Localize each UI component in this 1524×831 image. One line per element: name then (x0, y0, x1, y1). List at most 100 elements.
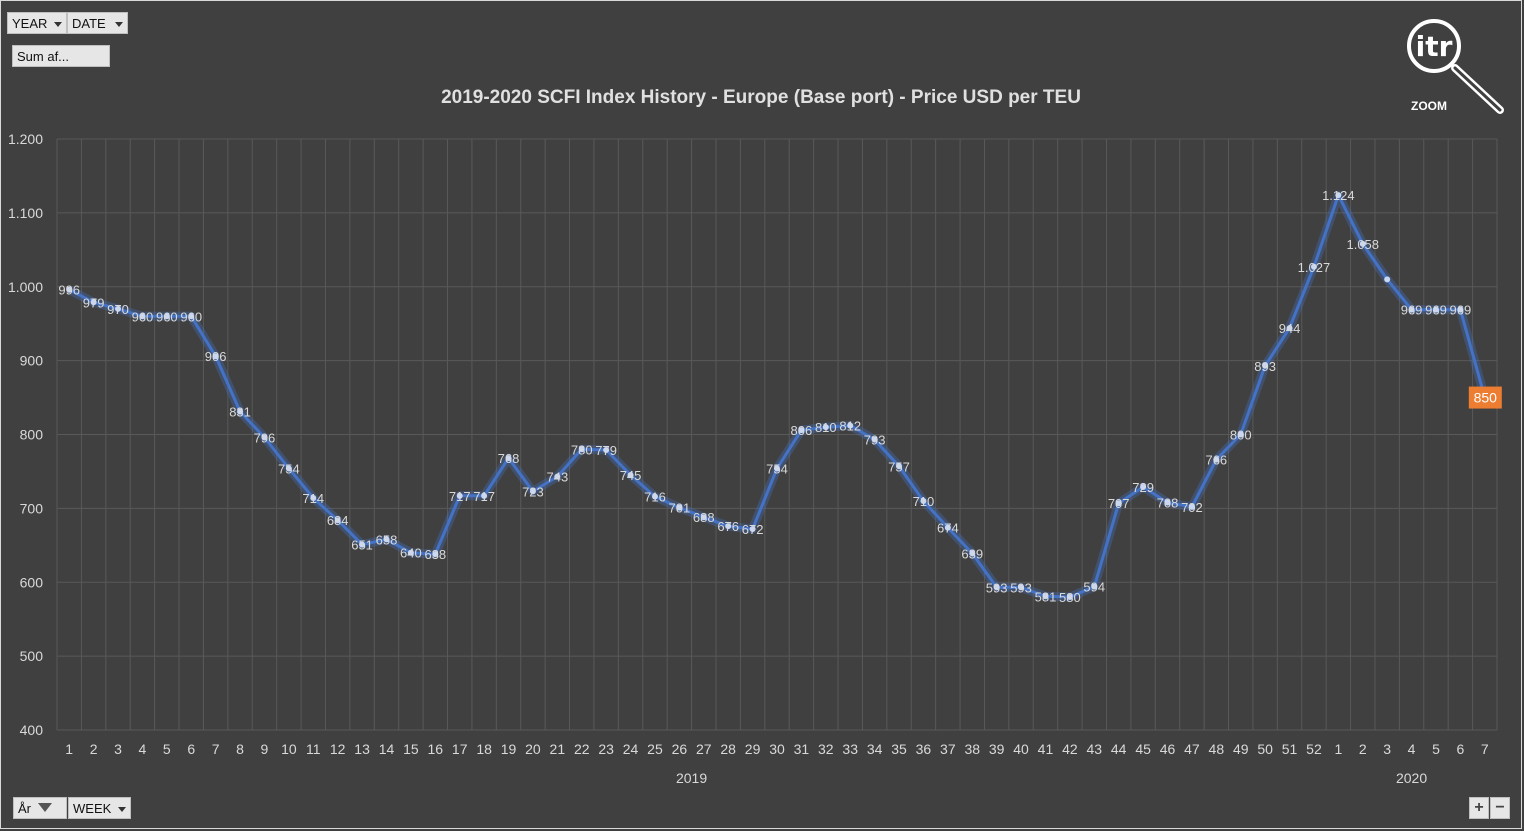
data-label: 969 (1401, 303, 1423, 318)
x-tick-label: 48 (1209, 741, 1225, 757)
sum-values-button[interactable]: Sum af... (12, 45, 110, 67)
data-point (944, 524, 951, 531)
year-field-label: YEAR (12, 16, 48, 31)
x-tick-label: 26 (672, 741, 688, 757)
y-tick-label: 900 (20, 353, 44, 369)
data-label: 766 (1205, 453, 1227, 468)
week-field-button[interactable]: WEEK (68, 797, 131, 819)
x-tick-label: 40 (1013, 741, 1029, 757)
data-point (1164, 499, 1171, 506)
chart-title: 2019-2020 SCFI Index History - Europe (B… (441, 87, 1081, 108)
data-point (1286, 325, 1293, 332)
data-label: 714 (302, 491, 324, 506)
data-point (603, 447, 610, 454)
x-tick-label: 19 (501, 741, 517, 757)
ar-field-button[interactable]: År (13, 797, 67, 819)
x-tick-label: 2 (1359, 741, 1367, 757)
data-label: 708 (1157, 495, 1179, 510)
magnifier-icon (1407, 19, 1461, 73)
x-tick-label: 32 (818, 741, 834, 757)
data-point (285, 465, 292, 472)
data-point (1359, 240, 1366, 247)
data-label: 793 (864, 433, 886, 448)
x-tick-label: 43 (1086, 741, 1102, 757)
data-label: 970 (107, 302, 129, 317)
data-label: 702 (1181, 500, 1203, 515)
expand-button[interactable]: + (1469, 797, 1489, 819)
data-point (1408, 306, 1415, 313)
y-tick-label: 700 (20, 500, 44, 516)
data-point (505, 455, 512, 462)
data-point (188, 313, 195, 320)
data-label: 684 (327, 513, 349, 528)
x-tick-label: 1 (65, 741, 73, 757)
x-tick-label: 23 (598, 741, 614, 757)
data-label: 960 (132, 309, 154, 324)
x-tick-label: 20 (525, 741, 541, 757)
logo-text: itr (1416, 30, 1453, 63)
data-label: 780 (571, 442, 593, 457)
data-label: 1.124 (1322, 188, 1355, 203)
year-field-button[interactable]: YEAR (7, 12, 67, 34)
x-tick-label: 37 (940, 741, 956, 757)
x-tick-label: 33 (842, 741, 858, 757)
data-label: 969 (1450, 303, 1472, 318)
data-point (1115, 500, 1122, 507)
data-label: 800 (1230, 428, 1252, 443)
data-label: 710 (913, 494, 935, 509)
data-label: 796 (254, 430, 276, 445)
x-tick-label: 24 (623, 741, 639, 757)
logo-caption: ZOOM (1411, 99, 1447, 113)
x-tick-label: 4 (139, 741, 147, 757)
data-point (115, 305, 122, 312)
x-tick-label: 7 (1481, 741, 1489, 757)
data-point (1310, 263, 1317, 270)
data-point (871, 436, 878, 443)
data-label: 996 (58, 283, 80, 298)
data-point (578, 446, 585, 453)
collapse-button[interactable]: − (1490, 797, 1510, 819)
data-point (920, 497, 927, 504)
data-label: 674 (937, 521, 959, 536)
x-tick-label: 35 (891, 741, 907, 757)
data-label: 717 (473, 489, 495, 504)
data-label: 581 (1035, 589, 1057, 604)
data-label: 743 (546, 470, 568, 485)
data-label: 831 (229, 405, 251, 420)
data-label: 944 (1279, 321, 1301, 336)
data-label: 593 (1010, 580, 1032, 595)
data-label: 672 (742, 522, 764, 537)
data-label: 979 (83, 295, 105, 310)
data-label: 1.058 (1346, 237, 1379, 252)
x-tick-label: 10 (281, 741, 297, 757)
x-tick-label: 38 (964, 741, 980, 757)
series-path (68, 193, 1487, 599)
x-tick-label: 17 (452, 741, 468, 757)
x-tick-label: 47 (1184, 741, 1200, 757)
data-point (1335, 192, 1342, 199)
data-label: 593 (986, 580, 1008, 595)
data-label: 638 (424, 547, 446, 562)
data-point (725, 523, 732, 530)
data-label: 893 (1254, 359, 1276, 374)
x-tick-label: 36 (916, 741, 932, 757)
x-tick-label: 13 (354, 741, 370, 757)
data-point (749, 526, 756, 533)
data-point (627, 472, 634, 479)
data-point (822, 424, 829, 431)
y-tick-label: 600 (20, 574, 44, 590)
data-point (481, 492, 488, 499)
data-point (896, 463, 903, 470)
x-tick-label: 9 (261, 741, 269, 757)
itr-logo[interactable]: itr ZOOM (1407, 19, 1504, 114)
data-label: 707 (1108, 496, 1130, 511)
highlight-label-box (1468, 386, 1502, 409)
data-label: 906 (205, 349, 227, 364)
x-tick-label: 52 (1306, 741, 1322, 757)
x-tick-label: 42 (1062, 741, 1078, 757)
data-point (383, 536, 390, 543)
data-point (1213, 456, 1220, 463)
x-tick-label: 25 (647, 741, 663, 757)
date-field-button[interactable]: DATE (67, 12, 128, 34)
